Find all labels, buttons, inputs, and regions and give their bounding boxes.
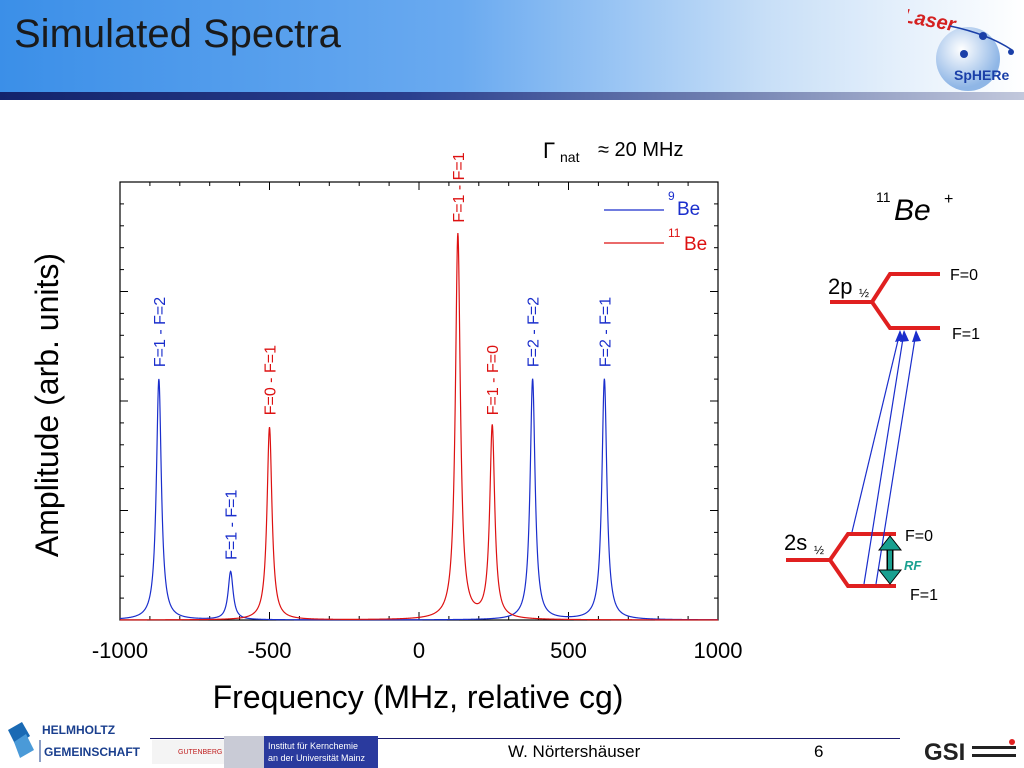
gamma-value: ≈ 20 MHz [598,139,683,161]
lower-f1-label: F=1 [910,587,938,604]
spectrum-curves [119,233,718,621]
helmholtz-line2: GEMEINSCHAFT [44,745,141,759]
peak-label: F=1 - F=2 [152,297,169,367]
upper-level-j: ½ [859,286,869,300]
x-tick-label: -500 [247,638,291,663]
x-tick-label: -1000 [92,638,148,663]
series-line-1 [120,233,718,621]
upper-level-lines [830,272,940,330]
x-tick-label: 1000 [694,638,743,663]
title-rule [0,92,1024,100]
rf-label: RF [904,558,922,573]
peak-label: F=0 - F=1 [263,345,280,415]
footer-author: W. Nörtershäuser [508,742,641,761]
slide-title: Simulated Spectra [14,12,341,56]
lower-f0-label: F=0 [905,528,933,545]
institute-logo: GUTENBERG Institut für Kernchemie an der… [152,736,378,768]
title-bar [0,0,1024,92]
svg-text:SpHERe: SpHERe [954,67,1009,83]
x-tick-label: 0 [413,638,425,663]
ion-symbol: Be [894,194,931,227]
peak-label: F=1 - F=1 [224,489,241,559]
gsi-text: GSI [924,739,965,766]
peak-label: F=2 - F=1 [597,297,614,367]
institute-line1: Institut für Kernchemie [268,741,358,751]
peak-labels: F=1 - F=2 F=1 - F=1 F=2 - F=2 F=2 - F=1 F=0 … [152,152,615,560]
gutenberg-text: GUTENBERG [178,749,222,756]
series-line-0 [119,378,718,621]
legend-9be-label: Be [677,199,700,220]
transition-arrow-3 [875,331,917,585]
sphere-icon [936,27,1000,91]
axis-ticks [119,181,719,621]
x-tick-labels: -1000 -500 0 500 1000 [92,638,743,663]
upper-f1-label: F=1 [952,326,980,343]
helmholtz-line1: HELMHOLTZ [42,723,115,737]
ion-mass-number: 11 [876,189,891,205]
transition-arrow-1 [851,331,901,533]
helmholtz-logo: HELMHOLTZ GEMEINSCHAFT [8,722,141,762]
upper-level-label: 2p [828,274,852,299]
legend-9be-sup: 9 [668,189,675,203]
y-axis-label: Amplitude (arb. units) [29,253,65,557]
peak-label: F=1 - F=0 [485,345,502,415]
gamma-symbol: Γ [543,138,555,163]
peak-label: F=2 - F=2 [526,297,543,367]
plot-frame [119,181,719,621]
upper-f0-label: F=0 [950,267,978,284]
legend: 9 Be 11 Be [604,189,707,255]
gsi-logo: GSI [924,739,1016,766]
footer-rule [150,738,900,739]
laser-sphere-logo: Laser SpHERe [908,5,1014,91]
peak-label: F=1 - F=1 [451,152,468,222]
legend-11be-label: Be [684,234,707,255]
level-diagram: 11 Be + 2p ½ F=0 F=1 2s ½ F=0 F=1 RF [784,189,980,604]
institute-line2: an der Universität Mainz [268,753,366,763]
rf-arrow-icon [877,535,903,585]
legend-11be-sup: 11 [668,226,681,240]
ion-charge: + [944,191,953,208]
gamma-subscript: nat [560,149,580,165]
lower-level-label: 2s [784,530,807,555]
linewidth-annotation: Γ nat ≈ 20 MHz [543,138,683,165]
transition-arrow-2 [863,331,905,585]
page-number: 6 [814,742,824,761]
lower-level-j: ½ [814,543,824,557]
x-tick-label: 500 [550,638,587,663]
x-axis-label: Frequency (MHz, relative cg) [213,679,624,715]
